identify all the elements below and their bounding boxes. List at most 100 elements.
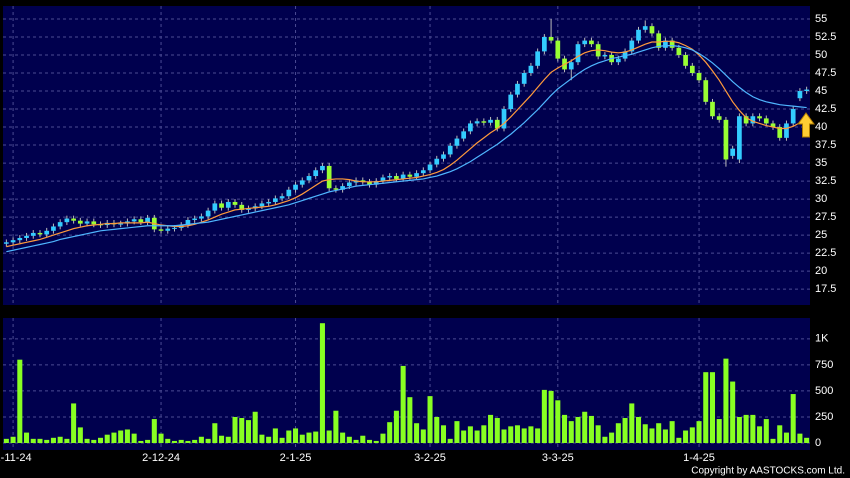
volume-bar [703,372,709,444]
candle-body [649,26,655,34]
volume-bar [582,411,588,444]
volume-bar [131,433,137,444]
volume-bar [145,439,151,444]
volume-bar [192,439,198,444]
volume-bar [615,423,621,444]
y-tick-label: 52.5 [815,31,836,43]
candle-body [172,227,177,229]
volume-bar [205,438,211,444]
candle-body [346,182,352,187]
candle-body [790,109,796,124]
candle-body [797,91,803,99]
volume-bar [306,432,312,444]
y-tick-label: 17.5 [815,283,836,295]
candle-body [246,208,251,210]
volume-bar [427,396,433,444]
volume-bar [84,438,90,444]
candle-body [71,218,76,221]
candle-body [555,40,561,59]
candle-body [84,221,90,224]
x-tick-label: 2-1-25 [280,452,312,464]
volume-bar [467,426,473,444]
y-tick-label: 45 [815,85,827,97]
volume-bar [770,438,776,444]
candle-body [676,47,682,55]
candle-body [266,201,271,204]
volume-bar [3,438,9,444]
candle-body [696,73,702,81]
volume-bar [783,432,789,444]
volume-bar [790,394,796,444]
y-tick-label: 42.5 [815,103,836,115]
price-panel [3,6,810,305]
y-tick-label: 47.5 [815,67,836,79]
candle-body [420,170,426,174]
volume-bar [649,428,655,444]
volume-bar [642,424,648,444]
volume-bar [138,440,144,444]
candle-body [575,44,581,63]
candle-body [535,51,540,66]
volume-bar [178,439,184,444]
candle-body [57,222,63,227]
candle-body [239,204,245,210]
candle-body [784,123,789,138]
volume-bar [272,428,278,444]
volume-bar [360,435,366,444]
candle-body [689,65,695,74]
candle-body [306,176,312,181]
candle-body [24,235,29,238]
y-tick-label: 250 [815,411,833,423]
y-tick-label: 50 [815,49,827,61]
candle-body [37,232,43,235]
volume-bar [373,440,379,444]
y-tick-label: 35 [815,157,827,169]
y-tick-label: 32.5 [815,175,836,187]
volume-bar [245,420,251,444]
volume-bar [393,410,399,444]
candle-body [669,40,675,48]
volume-bar [521,428,527,444]
moving-average-line [6,40,808,248]
volume-bar [198,436,204,444]
candle-body [710,101,715,117]
candle-body [219,203,224,208]
volume-bar [37,438,43,444]
volume-bar [494,418,500,444]
x-tick-label: 1-4-25 [683,452,715,464]
volume-bar [541,389,547,444]
candle-body [461,131,467,139]
candle-body [367,181,372,185]
volume-bar [111,432,117,444]
candle-body [454,138,460,146]
candle-body [602,54,608,57]
volume-bar [10,436,16,444]
candle-body [225,201,231,208]
candle-body [757,116,762,119]
volume-bar [804,437,810,444]
volume-bar [528,426,534,444]
candle-body [51,226,56,231]
candle-body [434,158,440,165]
volume-bar [562,414,568,444]
volume-bar [797,433,803,444]
candle-body [313,170,319,177]
plot-layer: 17.5 20 22.5 25 27.5 30 32.5 35 37.5 40 42.5 45 47.5… [0,6,836,464]
candle-body [10,240,16,243]
candle-body [488,119,493,123]
volume-bar [299,434,305,444]
volume-bar [662,429,668,444]
candle-body [279,196,285,199]
volume-bar [716,419,722,444]
candle-body [501,109,507,129]
candle-body [622,51,628,59]
x-tick-label: 3-2-25 [414,452,446,464]
volume-bar [266,436,272,444]
candle-body [468,123,473,132]
volume-bar [286,430,292,444]
volume-bar [24,432,30,444]
volume-bar [219,435,225,444]
candle-body [568,62,574,70]
volume-bar [434,416,440,444]
volume-bar [609,432,615,444]
